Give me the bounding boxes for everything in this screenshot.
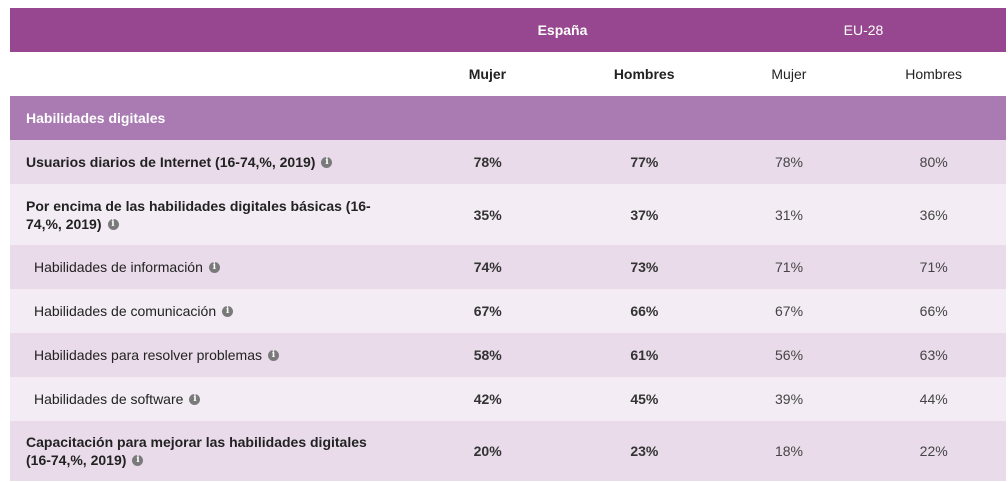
cell-spain-mujer: 67%: [473, 303, 502, 319]
row-label: Por encima de las habilidades digitales …: [10, 197, 415, 233]
info-icon[interactable]: i: [222, 306, 234, 317]
table-row: Capacitación para mejorar las habilidade…: [10, 421, 1006, 481]
row-label-text: Usuarios diarios de Internet (16-74,%, 2…: [26, 154, 316, 170]
table-row: Habilidades de comunicación i 67% 66% 67%…: [10, 289, 1006, 333]
cell-eu-mujer: 78%: [774, 154, 804, 170]
header-group-spain: España: [537, 22, 588, 38]
row-label: Usuarios diarios de Internet (16-74,%, 2…: [10, 153, 415, 171]
info-icon[interactable]: i: [268, 350, 280, 361]
info-icon[interactable]: i: [132, 455, 144, 466]
cell-spain-hombres: 37%: [630, 206, 659, 223]
section-header: Habilidades digitales: [10, 96, 1006, 140]
header-spain-mujer: Mujer: [468, 66, 507, 82]
info-icon[interactable]: i: [208, 262, 220, 273]
cell-eu-hombres: 22%: [919, 443, 948, 459]
cell-eu-hombres: 44%: [919, 391, 948, 407]
section-title: Habilidades digitales: [26, 110, 166, 126]
table-row: Habilidades para resolver problemas i 58%…: [10, 333, 1006, 377]
info-icon[interactable]: i: [321, 157, 333, 168]
cell-eu-mujer: 71%: [775, 259, 804, 275]
cell-spain-mujer: 78%: [473, 154, 502, 170]
row-label-text: Habilidades para resolver problemas: [34, 347, 263, 363]
cell-eu-hombres: 36%: [919, 206, 948, 223]
cell-spain-hombres: 66%: [630, 303, 659, 319]
row-label: Habilidades para resolver problemas i: [10, 346, 415, 364]
cell-spain-mujer: 35%: [473, 206, 502, 223]
cell-spain-mujer: 42%: [473, 391, 502, 407]
row-label-text: Habilidades de información: [34, 259, 203, 275]
cell-spain-hombres: 77%: [630, 154, 659, 170]
row-label: Habilidades de información i: [10, 258, 415, 276]
cell-spain-hombres: 61%: [630, 347, 659, 363]
row-label-text: Habilidades de comunicación: [34, 303, 217, 319]
cell-spain-mujer: 74%: [473, 259, 502, 275]
header-eu-hombres: Hombres: [905, 66, 963, 82]
table-header-groups: España EU-28: [10, 8, 1006, 52]
cell-spain-hombres: 45%: [630, 391, 659, 407]
header-group-eu28: EU-28: [843, 22, 884, 38]
digital-skills-table: España EU-28 Mujer Hombres Mujer Hombres…: [10, 8, 1006, 481]
cell-eu-hombres: 63%: [919, 347, 948, 363]
row-label-text: Habilidades de software: [34, 391, 184, 407]
table-row: Usuarios diarios de Internet (16-74,%, 2…: [10, 140, 1006, 184]
cell-eu-hombres: 80%: [919, 154, 948, 170]
row-label-text: Capacitación para mejorar las habilidade…: [26, 434, 367, 468]
row-label: Capacitación para mejorar las habilidade…: [10, 433, 415, 469]
row-label: Habilidades de comunicación i: [10, 302, 415, 320]
cell-eu-mujer: 56%: [775, 347, 804, 363]
cell-eu-mujer: 31%: [774, 206, 804, 223]
row-label: Habilidades de software i: [10, 390, 415, 408]
header-eu-mujer: Mujer: [771, 66, 807, 82]
row-label-text: Por encima de las habilidades digitales …: [26, 197, 371, 232]
info-icon[interactable]: i: [189, 394, 201, 405]
cell-eu-hombres: 66%: [919, 303, 948, 319]
cell-spain-mujer: 58%: [473, 347, 502, 363]
cell-eu-mujer: 67%: [775, 303, 804, 319]
cell-eu-hombres: 71%: [919, 259, 948, 275]
table-row: Por encima de las habilidades digitales …: [10, 184, 1006, 245]
cell-spain-mujer: 20%: [473, 443, 502, 459]
table-row: Habilidades de software i 42% 45% 39% 44%: [10, 377, 1006, 421]
cell-eu-mujer: 18%: [774, 443, 804, 459]
cell-spain-hombres: 23%: [630, 443, 659, 459]
cell-spain-hombres: 73%: [630, 259, 659, 275]
table-header-columns: Mujer Hombres Mujer Hombres: [10, 52, 1006, 96]
cell-eu-mujer: 39%: [775, 391, 804, 407]
header-spain-hombres: Hombres: [613, 66, 675, 82]
info-icon[interactable]: i: [107, 218, 119, 230]
table-row: Habilidades de información i 74% 73% 71% …: [10, 245, 1006, 289]
